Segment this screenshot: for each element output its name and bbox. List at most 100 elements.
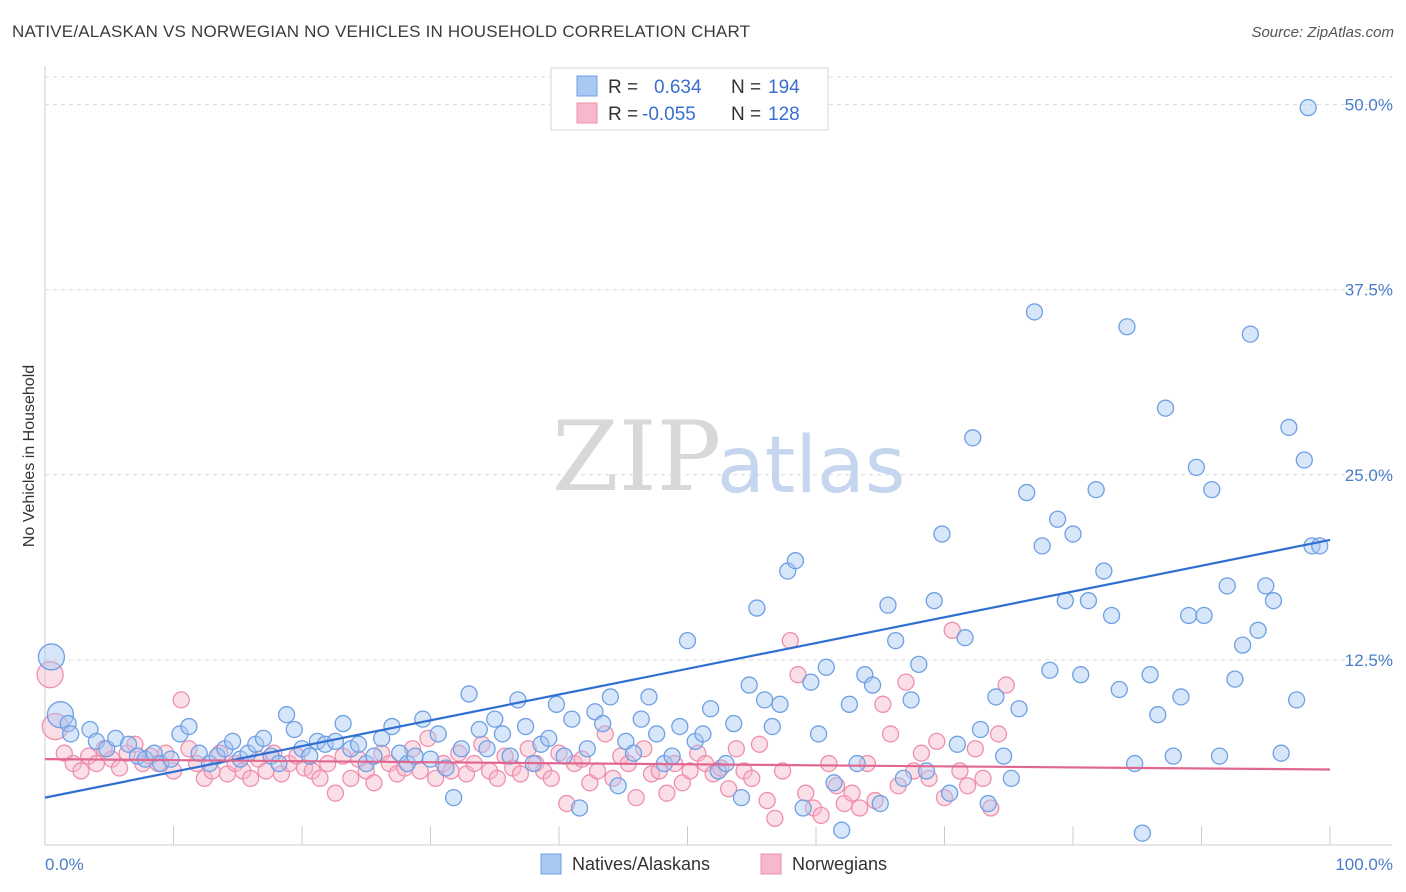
- x-tick-label-0: 0.0%: [45, 855, 84, 874]
- point-s0-86: [740, 676, 758, 694]
- x-tick-label-1: 100.0%: [1335, 855, 1393, 874]
- point-s0-11: [145, 744, 163, 762]
- point-s0-62: [555, 747, 573, 765]
- point-s0-76: [663, 747, 681, 765]
- point-s1-109: [881, 725, 900, 743]
- point-s0-96: [817, 658, 835, 676]
- point-s0-115: [964, 429, 982, 447]
- point-s0-89: [763, 717, 781, 736]
- point-s0-150: [1233, 636, 1252, 654]
- point-s0-119: [994, 747, 1013, 765]
- point-s0-103: [871, 794, 889, 813]
- point-s0-120: [1002, 769, 1020, 788]
- point-s0-88: [755, 691, 774, 709]
- point-s0-121: [1010, 700, 1028, 718]
- point-s0-135: [1118, 318, 1136, 336]
- point-s1-107: [866, 791, 884, 810]
- point-s0-51: [470, 720, 488, 739]
- point-s0-24: [254, 729, 273, 748]
- point-s0-102: [863, 676, 882, 694]
- point-s1-66: [550, 744, 568, 762]
- point-s1-111: [897, 673, 915, 691]
- point-s0-138: [1141, 666, 1159, 684]
- point-s1-95: [773, 762, 792, 780]
- point-s1-80: [658, 784, 676, 802]
- point-s0-49: [452, 740, 470, 758]
- y-tick-label-0: 12.5%: [1345, 651, 1393, 670]
- point-s1-105: [851, 799, 869, 817]
- point-s1-18: [180, 740, 198, 758]
- point-s0-27: [277, 706, 296, 724]
- point-s1-117: [943, 621, 961, 639]
- watermark: ZIP atlas: [552, 401, 906, 513]
- point-s0-129: [1072, 666, 1090, 684]
- y-tick-label-2: 37.5%: [1345, 281, 1393, 300]
- x-tick-labels: 0.0% 100.0%: [45, 855, 1393, 874]
- point-s0-143: [1180, 606, 1198, 625]
- point-s0-34: [334, 714, 352, 733]
- point-s0-148: [1218, 577, 1236, 595]
- point-s0-99: [840, 695, 859, 713]
- point-s0-97: [825, 774, 843, 792]
- point-s1-124: [997, 676, 1015, 694]
- point-s1-102: [827, 777, 846, 795]
- point-s0-139: [1149, 706, 1167, 724]
- point-s0-141: [1164, 747, 1182, 765]
- point-s1-65: [542, 769, 560, 788]
- point-s0-77: [671, 717, 689, 736]
- point-s0-26: [270, 754, 288, 773]
- point-s0-123: [1025, 303, 1044, 321]
- point-s0-128: [1064, 525, 1082, 543]
- point-s0-155: [1272, 744, 1290, 762]
- point-s0-46: [429, 725, 447, 743]
- legend-swatch-norwegians: [760, 853, 782, 875]
- point-s0-74: [648, 725, 666, 743]
- point-s0-105: [887, 632, 905, 650]
- point-s1-101: [820, 754, 838, 773]
- point-s0-113: [948, 735, 966, 753]
- point-s1-92: [750, 735, 769, 753]
- point-s0-15: [180, 717, 198, 736]
- point-s1-6: [87, 754, 106, 773]
- point-s0-28: [285, 720, 303, 739]
- y-axis-label: No Vehicles in Household: [21, 365, 38, 547]
- point-s1-120: [966, 740, 984, 758]
- stats-r-value-norwegians: -0.055: [642, 104, 696, 125]
- point-s0-53: [486, 710, 504, 728]
- point-s0-92: [786, 552, 805, 570]
- point-s0-137: [1133, 824, 1152, 842]
- point-s1-9: [110, 759, 129, 777]
- point-s0-140: [1156, 399, 1175, 417]
- point-s1-76: [627, 788, 645, 807]
- point-s0-50: [460, 685, 478, 703]
- point-s1-72: [596, 725, 614, 743]
- point-s0-156: [1280, 418, 1298, 437]
- point-s0-47: [437, 759, 455, 777]
- legend-label-natives: Natives/Alaskans: [572, 854, 710, 874]
- point-s0-56: [509, 691, 527, 709]
- point-s0-60: [540, 729, 558, 748]
- point-s0-108: [910, 655, 928, 673]
- point-s0-153: [1257, 577, 1275, 595]
- point-s0-52: [478, 740, 496, 758]
- point-s1-4: [72, 762, 90, 780]
- point-s1-35: [311, 769, 329, 788]
- point-s0-3: [62, 725, 80, 743]
- watermark-zip: ZIP: [552, 401, 721, 513]
- point-s0-151: [1241, 325, 1259, 343]
- point-s0-136: [1126, 754, 1144, 773]
- chart-title: NATIVE/ALASKAN VS NORWEGIAN NO VEHICLES …: [12, 22, 751, 41]
- point-s0-87: [748, 599, 766, 617]
- point-s1-123: [989, 725, 1008, 743]
- point-s0-117: [979, 794, 997, 813]
- point-s0-64: [570, 799, 589, 817]
- point-s1-42: [365, 774, 383, 792]
- point-s1-83: [681, 762, 699, 780]
- point-s0-57: [516, 717, 535, 736]
- point-s1-26: [241, 769, 260, 788]
- stats-r-value-natives: 0.634: [654, 77, 702, 98]
- stats-n-value-norwegians: 128: [768, 104, 800, 125]
- point-s1-71: [588, 762, 607, 780]
- point-s1-37: [326, 784, 345, 802]
